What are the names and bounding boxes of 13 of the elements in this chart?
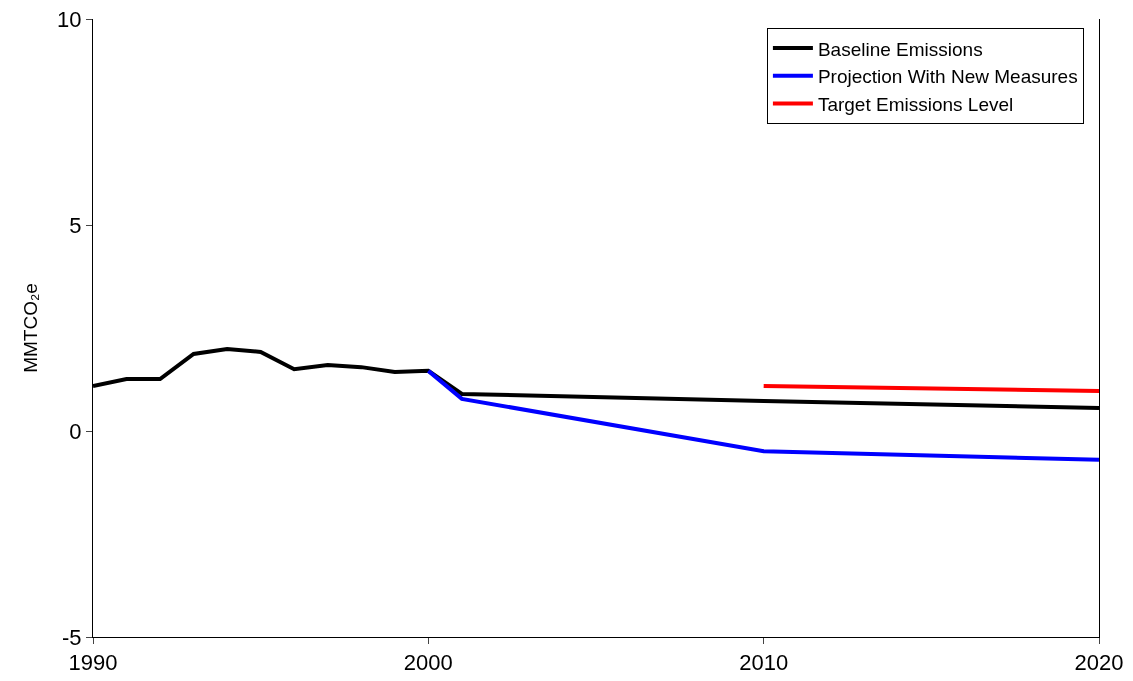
line-series bbox=[426, 368, 1099, 462]
x-tick-label: 2010 bbox=[739, 650, 789, 676]
y-axis-title: MMTCO₂e bbox=[19, 283, 41, 373]
y-tick-label: -5 bbox=[62, 624, 82, 650]
x-tick-label: 2000 bbox=[403, 650, 453, 676]
legend-label: Target Emissions Level bbox=[817, 93, 1014, 115]
y-tick-label: 0 bbox=[69, 418, 82, 444]
legend-label: Projection With New Measures bbox=[817, 66, 1078, 88]
legend-label: Baseline Emissions bbox=[817, 38, 983, 60]
x-tick-label: 2020 bbox=[1074, 650, 1124, 676]
y-tick-label: 5 bbox=[69, 212, 82, 238]
x-tick-label: 1990 bbox=[68, 650, 118, 676]
y-tick-label: 10 bbox=[57, 6, 82, 32]
